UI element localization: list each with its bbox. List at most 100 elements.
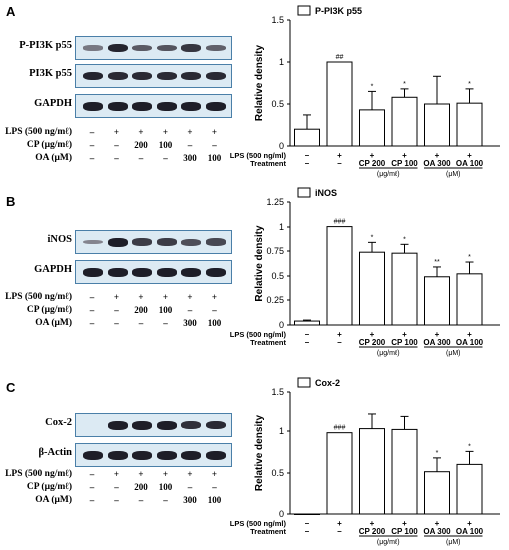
treatment-value: –	[138, 495, 144, 505]
panel-letter-c: C	[6, 380, 16, 395]
lps-value: +	[402, 519, 407, 528]
cp-unit: (μg/mℓ)	[377, 539, 400, 546]
blot-band	[132, 450, 152, 460]
blot-band	[181, 238, 201, 246]
blot-band	[107, 420, 128, 430]
treatment-value: OA 300	[423, 338, 451, 347]
significance-mark: ##	[336, 54, 344, 61]
treatment-row-label: Treatment	[250, 338, 286, 347]
oa-unit: (μM)	[446, 539, 461, 546]
treatment-value: –	[89, 469, 95, 479]
y-tick-label: 0	[279, 509, 284, 519]
lps-value: +	[402, 151, 407, 160]
treatment-value: CP 100	[391, 159, 418, 168]
treatment-label: LPS (500 ng/mℓ)	[5, 469, 72, 479]
significance-mark: **	[434, 259, 440, 266]
legend-label: iNOS	[315, 188, 337, 198]
bar	[359, 109, 385, 147]
blot-band	[205, 267, 226, 277]
lps-value: +	[370, 519, 375, 528]
treatment-value: –	[114, 495, 119, 505]
blot-band	[181, 267, 201, 277]
treatment-value: –	[305, 159, 310, 168]
significance-mark: *	[403, 236, 406, 243]
significance-mark: *	[403, 81, 406, 88]
lps-value: +	[435, 151, 440, 160]
blot-band	[132, 71, 152, 81]
treatment-value: OA 100	[456, 338, 484, 347]
treatment-value: –	[163, 495, 168, 505]
significance-mark: ###	[334, 219, 346, 226]
y-tick-label: 0.25	[266, 295, 284, 305]
treatment-value: 300	[183, 318, 197, 328]
lps-value: +	[467, 151, 472, 160]
treatment-value: +	[211, 469, 218, 479]
treatment-label: OA (μM)	[35, 318, 72, 328]
y-tick-label: 0	[279, 320, 284, 330]
y-tick-label: 0	[279, 141, 284, 151]
legend-swatch	[297, 5, 311, 16]
treatment-value: –	[89, 292, 95, 302]
blot-band	[156, 44, 177, 52]
blot-band	[107, 101, 128, 111]
treatment-label: LPS (500 ng/mℓ)	[5, 292, 72, 302]
y-tick-label: 0.75	[266, 246, 284, 256]
blot-band	[156, 450, 177, 460]
bar	[326, 432, 353, 515]
blot-band	[132, 238, 152, 246]
y-tick-label: 1	[279, 222, 284, 232]
treatment-value: OA 300	[423, 159, 451, 168]
treatment-value: –	[114, 482, 119, 492]
blot-label: β-Actin	[38, 447, 72, 458]
blot-label: iNOS	[47, 234, 72, 245]
legend-label: P-PI3K p55	[315, 6, 362, 16]
treatment-label: CP (μg/mℓ)	[26, 305, 72, 315]
treatment-value: 100	[158, 305, 173, 315]
y-tick-label: 0.5	[271, 468, 284, 478]
bar	[391, 252, 418, 326]
blot-band	[181, 450, 201, 460]
treatment-value: –	[114, 153, 119, 163]
blot-label: Cox-2	[45, 417, 72, 428]
bar	[424, 103, 450, 147]
treatment-value: 300	[183, 153, 197, 163]
blot-band	[83, 239, 103, 245]
significance-mark: *	[468, 81, 471, 88]
blot-band	[181, 420, 201, 430]
blot-band	[205, 44, 226, 52]
significance-mark: *	[371, 83, 374, 90]
blot-band	[132, 267, 152, 277]
blot-strip	[75, 413, 232, 437]
treatment-value: +	[187, 292, 193, 302]
treatment-value: 100	[158, 140, 173, 150]
bar	[391, 96, 418, 147]
bar	[294, 320, 320, 326]
oa-unit: (μM)	[446, 171, 461, 178]
treatment-value: +	[162, 469, 169, 479]
significance-mark: ###	[334, 425, 346, 432]
treatment-value: –	[89, 153, 95, 163]
blot-band	[83, 450, 103, 460]
significance-mark: *	[436, 450, 439, 457]
lps-row-label: LPS (500 ng/ml)	[230, 330, 287, 339]
blot-band	[132, 44, 152, 52]
bar	[456, 273, 483, 326]
lps-row-label: LPS (500 ng/ml)	[230, 151, 287, 160]
legend-swatch	[297, 187, 311, 198]
treatment-row-label: Treatment	[250, 527, 286, 536]
treatment-label: OA (μM)	[35, 153, 72, 163]
treatment-value: +	[113, 127, 120, 137]
treatment-value: –	[187, 140, 193, 150]
lps-value: +	[467, 519, 472, 528]
treatment-value: CP 100	[391, 338, 418, 347]
bar	[456, 102, 483, 147]
treatment-value: –	[114, 140, 119, 150]
lps-row-label: LPS (500 ng/ml)	[230, 519, 287, 528]
lps-value: +	[435, 519, 440, 528]
panel-letter-a: A	[6, 4, 16, 19]
y-axis-label: Relative density	[254, 44, 265, 121]
treatment-value: +	[162, 292, 169, 302]
treatment-value: –	[138, 153, 144, 163]
lps-value: +	[435, 330, 440, 339]
treatment-value: –	[337, 338, 342, 347]
